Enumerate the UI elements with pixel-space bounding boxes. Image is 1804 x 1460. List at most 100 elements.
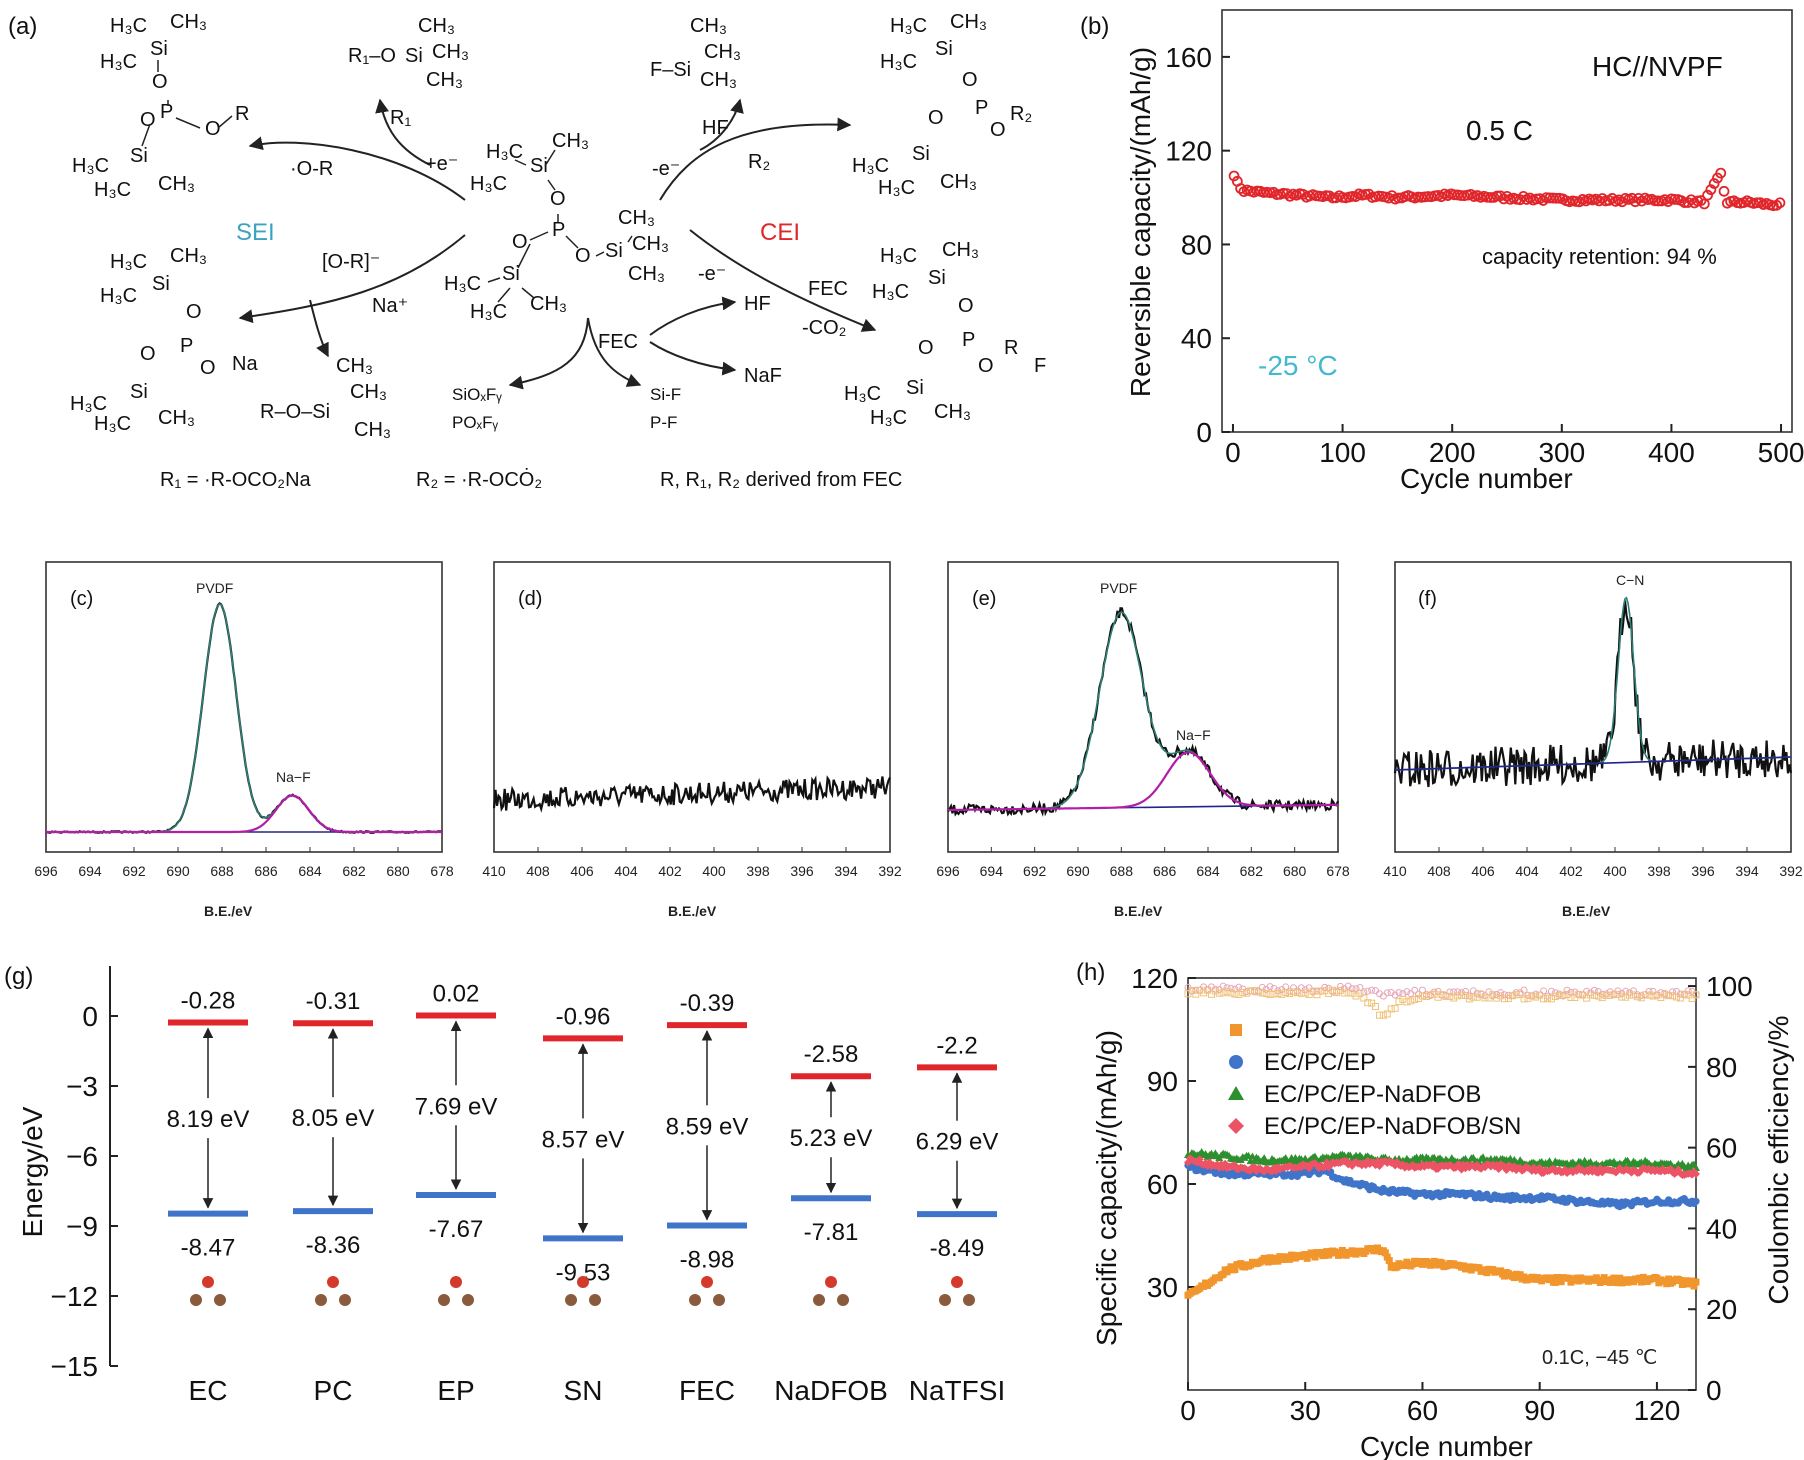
ce-point: [1645, 987, 1653, 995]
ce-point: [1403, 998, 1411, 1006]
gap-value: 6.29 eV: [916, 1129, 999, 1156]
cap-point-ecpc: [1551, 1278, 1559, 1286]
b-point: [1616, 196, 1628, 208]
ce-point: [1567, 988, 1575, 996]
panel-d-curves: [492, 775, 891, 813]
arrow-to-siof: [508, 317, 589, 390]
b-point: [1495, 190, 1506, 202]
b-point: [1626, 192, 1638, 204]
lumo-value: -2.58: [804, 1041, 859, 1068]
atom-p: P: [975, 97, 988, 119]
ce-point: [1450, 994, 1458, 1002]
xps-tick-label: 400: [1603, 863, 1627, 879]
cap-point-ecpc: [1565, 1274, 1573, 1282]
h-ytick-right-label: 0: [1706, 1375, 1722, 1406]
lumo-value: -0.39: [680, 990, 735, 1017]
ce-point: [1391, 1004, 1399, 1012]
atom-oxygen: [450, 1276, 462, 1288]
atom-carbon: [713, 1294, 725, 1306]
cap-point-ecpc: [1616, 1274, 1624, 1282]
atom-ch3: CH₃: [350, 381, 387, 403]
xps-tick-label: 404: [1515, 863, 1539, 879]
panel-c-xps: (c) PVDF Na−F B.E./eV 696 694 692 690 688 686…: [34, 561, 454, 919]
b-ytick-label: 40: [1181, 323, 1212, 354]
h-ytick-right-label: 100: [1706, 971, 1753, 1002]
xps-tick-label: 402: [658, 863, 682, 879]
b-point: [1448, 189, 1460, 201]
ce-point: [1247, 987, 1255, 995]
cap-point-ecpc: [1516, 1271, 1524, 1279]
b-point: [1393, 192, 1404, 204]
label-r1: R₁: [390, 107, 411, 129]
cap-point-nadfob: [1250, 1157, 1259, 1165]
cap-point-ecpc: [1600, 1274, 1608, 1282]
atom-ch3: CH₃: [158, 173, 195, 195]
atom-ch3: CH₃: [628, 263, 665, 285]
b-xtick-label: 300: [1538, 437, 1585, 468]
b-point: [1708, 178, 1720, 189]
panel-e-xps: (e) PVDF Na−F B.E./eV 696 694 692 690 688 686…: [936, 561, 1350, 919]
molecule-name: FEC: [679, 1375, 735, 1406]
atom-ch3: CH₃: [632, 233, 669, 255]
b-point: [1455, 190, 1467, 201]
ce-point: [1520, 995, 1528, 1003]
atom-h3c: H₃C: [486, 141, 523, 163]
product-top-right: H₃C CH₃ H₃C Si O P O O R₂ Si H₃C H₃C CH₃: [852, 11, 1032, 199]
b-ytick-label: 0: [1196, 417, 1212, 448]
atom-ch3: CH₃: [426, 69, 463, 91]
homo-value: -8.49: [930, 1235, 985, 1262]
b-point: [1228, 170, 1240, 182]
panel-b-yticks: 0 40 80 120 160: [1165, 42, 1230, 448]
xps-tick-label: 696: [936, 863, 960, 879]
b-point: [1363, 188, 1375, 200]
panel-h-xlabel: Cycle number: [1360, 1431, 1533, 1460]
atom-si: Si: [912, 143, 930, 165]
ce-point: [1688, 995, 1696, 1003]
xps-tick-label: 680: [386, 863, 410, 879]
b-point: [1518, 190, 1529, 202]
ce-point: [1266, 990, 1274, 998]
ce-point: [1407, 997, 1415, 1005]
xps-raw-spectrum: [1393, 600, 1793, 788]
ce-point: [1348, 985, 1356, 993]
atom-oxygen: [825, 1276, 837, 1288]
atom-carbon: [565, 1294, 577, 1306]
ce-point: [1243, 989, 1251, 997]
cap-point-ecpc: [1557, 1278, 1565, 1286]
h-ytick-label: 90: [1147, 1066, 1178, 1097]
atom-h3c: H₃C: [872, 281, 909, 303]
g-ytick-label: −9: [66, 1211, 98, 1242]
cap-point-ecpc: [1336, 1251, 1344, 1259]
atom-ch3: CH₃: [940, 171, 977, 193]
legend-label: EC/PC/EP-NaDFOB: [1264, 1081, 1481, 1108]
ce-point: [1618, 993, 1626, 1001]
xps-tick-label: 394: [1735, 863, 1759, 879]
ce-point: [1563, 986, 1571, 994]
label-sif: Si-F: [650, 385, 681, 404]
atom-h3c: H₃C: [470, 301, 507, 323]
ce-point: [1383, 1010, 1391, 1018]
ce-point: [1532, 993, 1540, 1001]
lumo-value: -0.96: [556, 1003, 611, 1030]
atom-ch3: CH₃: [700, 69, 737, 91]
h-ytick-right-label: 60: [1706, 1133, 1737, 1164]
gap-value: 8.05 eV: [292, 1105, 375, 1132]
label-pf: P-F: [650, 413, 677, 432]
ce-point: [1602, 991, 1610, 999]
xps-fit-envelope: [46, 603, 442, 833]
xps-tick-label: 682: [342, 863, 366, 879]
ce-point: [1528, 992, 1536, 1000]
ce-point: [1282, 989, 1290, 997]
molecule-name: EP: [437, 1375, 474, 1406]
xps-tick-label: 694: [78, 863, 102, 879]
ce-point: [1512, 991, 1520, 999]
b-point: [1501, 190, 1513, 202]
molecule-name: PC: [314, 1375, 353, 1406]
ce-point: [1274, 989, 1282, 997]
panel-d-xlabel: B.E./eV: [668, 903, 717, 919]
ce-point: [1235, 991, 1243, 999]
h-ytick-label: 30: [1147, 1272, 1178, 1303]
cap-point-ecpc: [1637, 1278, 1645, 1286]
arrow-to-bottom-left: [238, 234, 466, 324]
